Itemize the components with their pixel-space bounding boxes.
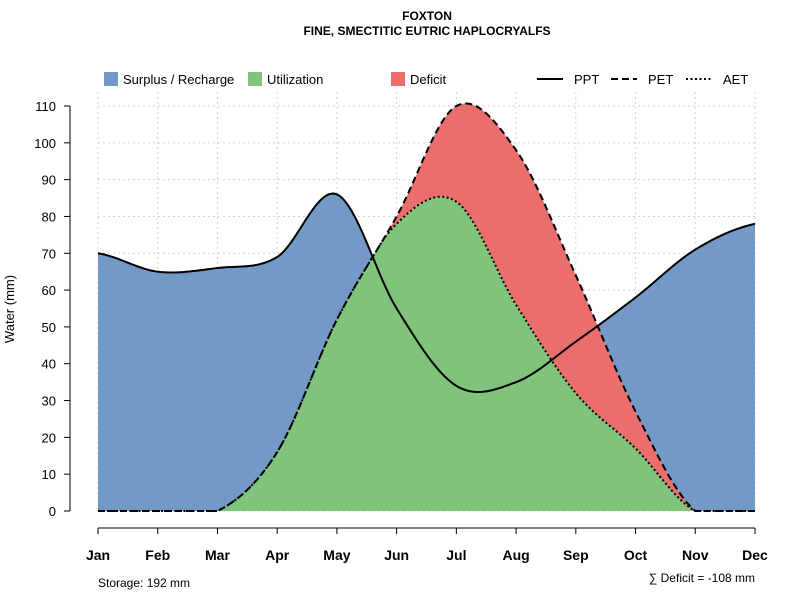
y-tick-label: 50 (42, 320, 56, 335)
y-tick-label: 110 (35, 99, 56, 114)
x-tick-label: Apr (265, 547, 290, 563)
x-tick-label: Sep (563, 547, 589, 563)
area-deficit (98, 103, 755, 511)
x-tick-label: Dec (742, 547, 768, 563)
x-tick-label: May (323, 547, 350, 563)
legend-label: Utilization (267, 72, 323, 87)
x-tick-label: Mar (205, 547, 230, 563)
x-tick-label: Aug (502, 547, 529, 563)
y-tick-label: 100 (34, 136, 56, 151)
legend-swatch-surplus (104, 72, 118, 86)
storage-note: Storage: 192 mm (98, 576, 190, 590)
y-tick-label: 30 (42, 394, 56, 409)
x-tick-label: Jun (384, 547, 409, 563)
y-tick-label: 0 (49, 504, 56, 519)
x-tick-label: Jan (86, 547, 110, 563)
legend-swatch-utilization (248, 72, 262, 86)
legend-label: Deficit (410, 72, 447, 87)
chart-subtitle: FINE, SMECTITIC EUTRIC HAPLOCRYALFS (303, 24, 550, 38)
x-tick-label: Feb (145, 547, 170, 563)
series-lines (97, 102, 756, 512)
legend-label: PET (648, 72, 673, 87)
legend-label: PPT (574, 72, 599, 87)
series-line-aet (98, 195, 755, 512)
legend-label: Surplus / Recharge (123, 72, 234, 87)
series-line-ppt (97, 192, 756, 393)
axes: 0 10 20 30 40 50 60 70 80 90 100 110 Jan Feb Mar Apr May… (34, 99, 768, 563)
x-tick-label: Oct (624, 547, 648, 563)
y-tick-label: 60 (42, 283, 56, 298)
series-line-pet (98, 102, 755, 512)
legend: Surplus / Recharge Utilization Deficit PPT P… (104, 72, 748, 87)
y-tick-label: 90 (42, 173, 56, 188)
y-tick-label: 20 (42, 430, 56, 445)
x-tick-label: Jul (446, 547, 466, 563)
chart-title: FOXTON (402, 9, 452, 23)
y-tick-label: 80 (42, 209, 56, 224)
legend-label: AET (723, 72, 748, 87)
y-tick-label: 40 (42, 357, 56, 372)
y-tick-label: 10 (42, 467, 56, 482)
x-tick-label: Nov (682, 547, 709, 563)
y-axis-label: Water (mm) (2, 275, 17, 343)
deficit-note: ∑ Deficit = -108 mm (649, 571, 755, 585)
area-fills (98, 103, 755, 511)
y-tick-label: 70 (42, 246, 56, 261)
legend-swatch-deficit (391, 72, 405, 86)
